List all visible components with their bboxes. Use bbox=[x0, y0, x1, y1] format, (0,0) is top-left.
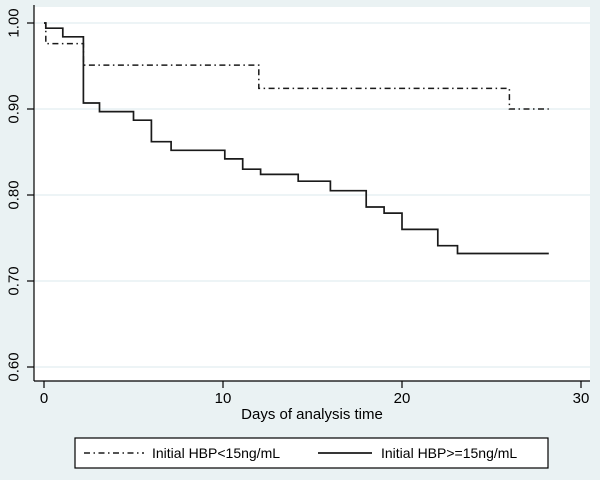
y-tick-label: 0.70 bbox=[5, 266, 22, 295]
y-tick-label: 0.80 bbox=[5, 180, 22, 209]
y-tick-label: 0.90 bbox=[5, 94, 22, 123]
x-tick-label: 10 bbox=[215, 390, 232, 407]
legend-label-hbp-lt15: Initial HBP<15ng/mL bbox=[152, 445, 280, 461]
x-axis-ticks: 0 10 20 30 bbox=[40, 381, 590, 407]
series-line-hbp-lt15 bbox=[44, 22, 549, 110]
gridlines bbox=[35, 22, 590, 368]
x-tick-label: 30 bbox=[573, 390, 590, 407]
series-line-hbp-ge15 bbox=[44, 22, 549, 255]
legend-box bbox=[74, 437, 549, 469]
legend: Initial HBP<15ng/mL Initial HBP>=15ng/mL bbox=[74, 437, 549, 469]
x-tick-label: 20 bbox=[394, 390, 411, 407]
legend-label-hbp-ge15: Initial HBP>=15ng/mL bbox=[381, 445, 517, 461]
y-axis-ticks: 1.00 0.90 0.80 0.70 0.60 bbox=[5, 8, 34, 382]
y-tick-label: 1.00 bbox=[5, 8, 22, 37]
y-tick-label: 0.60 bbox=[5, 352, 22, 381]
x-tick-label: 0 bbox=[40, 390, 48, 407]
plot-area bbox=[34, 7, 590, 381]
x-axis-title: Days of analysis time bbox=[241, 406, 383, 423]
